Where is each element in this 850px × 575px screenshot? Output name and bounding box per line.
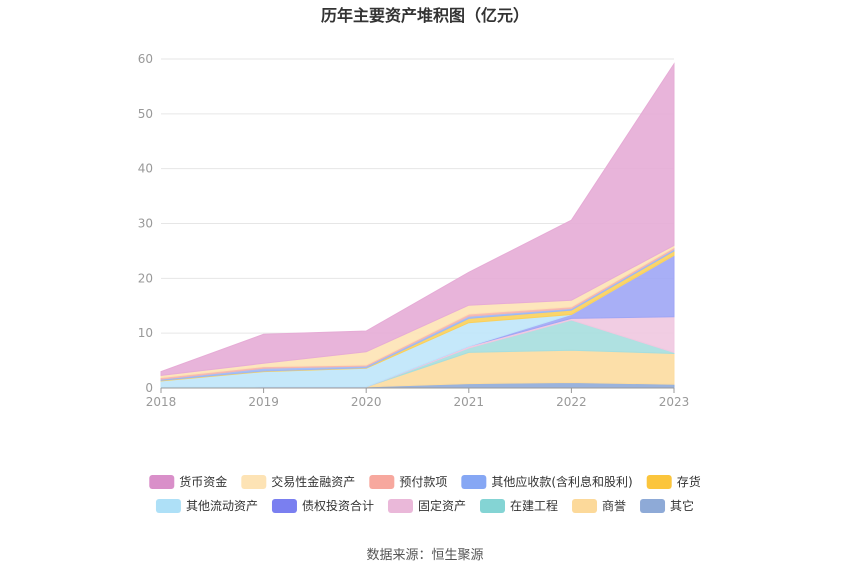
legend-item[interactable]: 交易性金融资产 [241,474,355,489]
legend-label: 其他流动资产 [186,499,258,513]
y-tick-label: 10 [138,326,153,340]
chart-title: 历年主要资产堆积图（亿元） [321,6,529,25]
legend-item[interactable]: 其他流动资产 [155,499,258,513]
legend-swatch [241,475,267,489]
legend-swatch [369,475,395,489]
legend-label: 在建工程 [510,498,558,513]
legend-item[interactable]: 其他应收款(含利息和股利) [461,474,633,489]
legend-label: 货币资金 [179,474,227,489]
legend-swatch [640,499,666,513]
legend-item[interactable]: 货币资金 [149,474,227,489]
data-source: 数据来源：恒生聚源 [366,548,483,563]
legend-item[interactable]: 固定资产 [387,498,466,513]
x-tick-label: 2023 [659,395,690,409]
axes: 0 10 20 30 40 50 60 2018 2019 2020 2021 2022 2023 [138,52,690,409]
legend-swatch [155,499,181,513]
y-tick-label: 60 [138,52,153,66]
legend-swatch [271,499,297,513]
legend-swatch [480,499,505,513]
legend-item[interactable]: 债权投资合计 [271,498,374,513]
legend-label: 商誉 [602,498,626,513]
legend-label: 其它 [670,498,694,513]
legend-swatch [461,475,487,489]
legend-swatch [149,475,175,489]
area-series-10 [160,62,675,376]
legend-item[interactable]: 其它 [640,498,694,513]
legend-swatch [572,499,598,513]
x-tick-label: 2020 [351,395,382,409]
x-tick-label: 2018 [146,395,177,409]
x-tick-label: 2022 [556,395,587,409]
y-tick-label: 20 [138,271,153,285]
legend-item[interactable]: 商誉 [572,498,626,513]
legend-item[interactable]: 预付款项 [369,475,447,489]
legend-label: 债权投资合计 [302,498,374,513]
y-tick-label: 50 [138,107,153,121]
x-tick-label: 2021 [454,395,485,409]
legend-label: 其他应收款(含利息和股利) [491,474,632,489]
legend-label: 存货 [677,474,701,489]
y-tick-label: 30 [138,217,153,231]
legend-label: 固定资产 [418,498,466,513]
legend-item[interactable]: 存货 [646,474,701,489]
y-tick-label: 0 [145,381,153,395]
legend-label: 交易性金融资产 [271,474,355,489]
legend-swatch [387,499,413,513]
y-tick-label: 40 [138,162,153,176]
legend-label: 预付款项 [399,475,447,489]
legend-item[interactable]: 在建工程 [480,498,558,513]
area-series [160,62,675,389]
x-tick-label: 2019 [248,395,279,409]
legend-swatch [646,475,672,489]
